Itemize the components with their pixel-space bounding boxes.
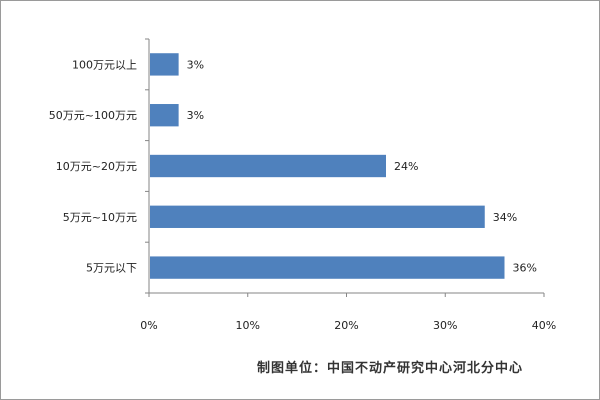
value-label: 3% xyxy=(187,58,204,71)
category-label: 100万元以上 xyxy=(72,58,137,71)
bar xyxy=(150,104,179,127)
category-label: 5万元以下 xyxy=(86,262,137,275)
value-label: 24% xyxy=(394,160,418,173)
bar xyxy=(150,154,386,178)
x-tick-label: 40% xyxy=(532,319,556,332)
bar xyxy=(150,53,179,76)
value-label: 34% xyxy=(493,211,517,224)
x-tick-label: 30% xyxy=(433,319,457,332)
category-label: 50万元~100万元 xyxy=(49,109,137,122)
value-label: 3% xyxy=(187,109,204,122)
x-tick-label: 20% xyxy=(334,319,358,332)
bar xyxy=(150,205,485,228)
category-label: 10万元~20万元 xyxy=(56,160,137,173)
x-tick-label: 10% xyxy=(236,319,260,332)
value-label: 36% xyxy=(513,262,537,275)
category-label: 5万元~10万元 xyxy=(63,211,137,224)
bar xyxy=(150,256,505,279)
x-tick-label: 0% xyxy=(140,319,157,332)
source-note: 制图单位：中国不动产研究中心河北分中心 xyxy=(257,361,524,376)
